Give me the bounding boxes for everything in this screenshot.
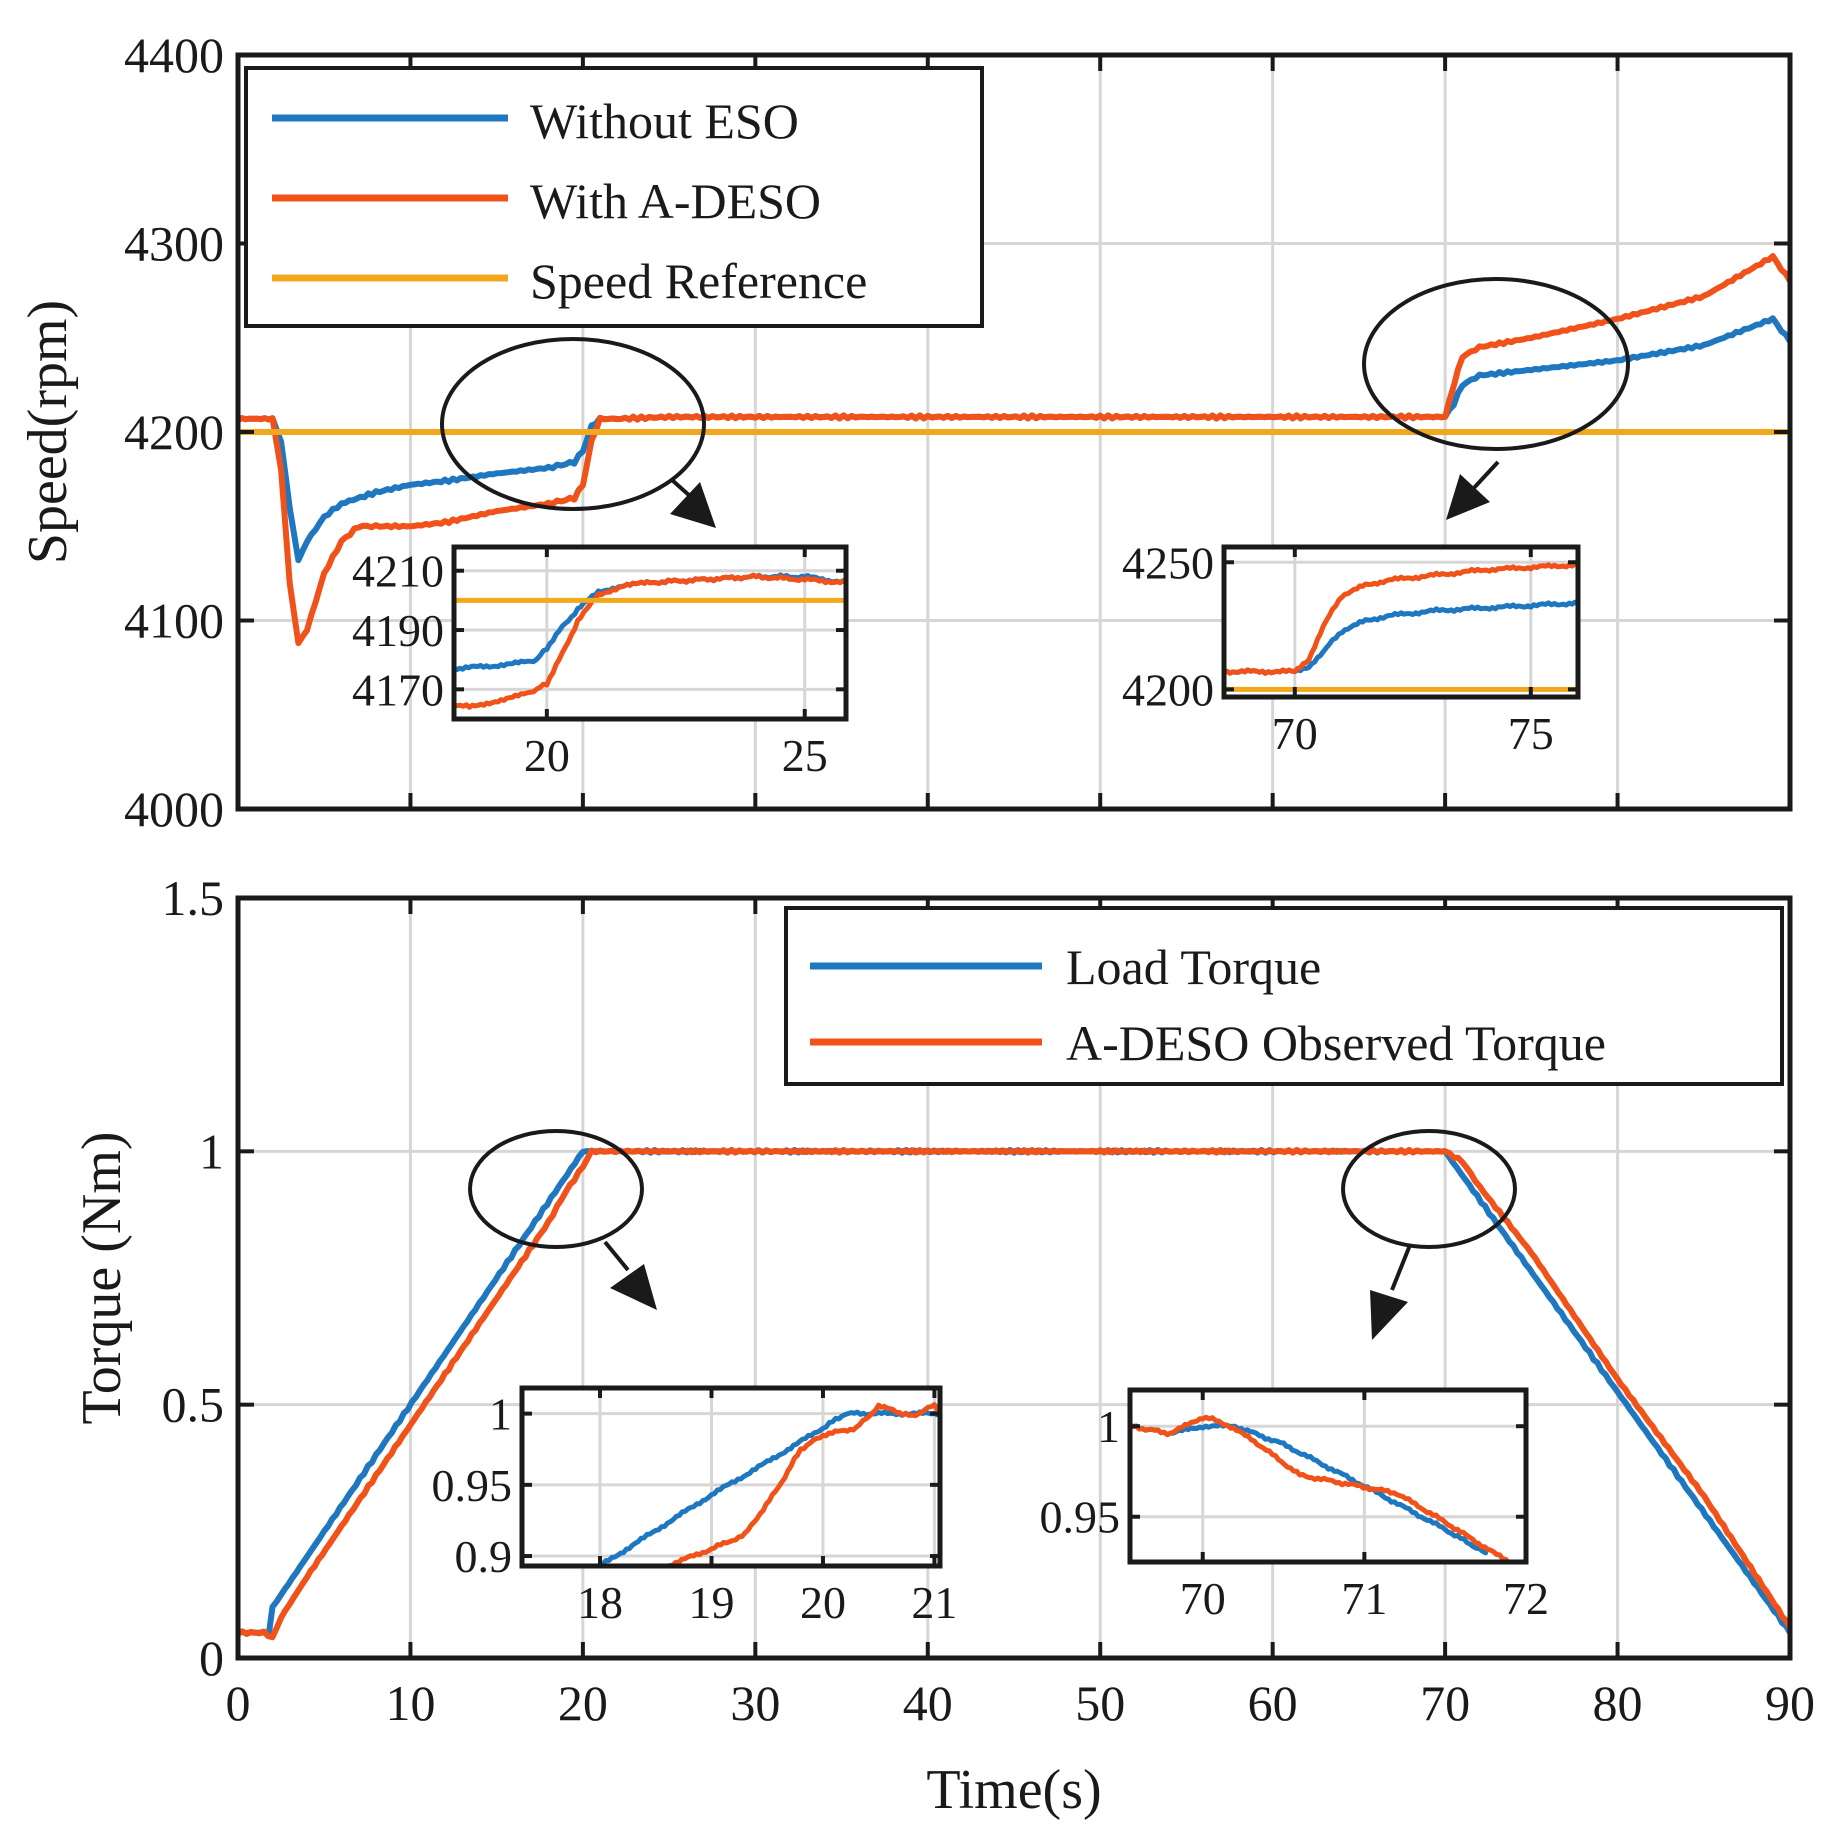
y-tick-label: 0.95 [432,1460,513,1511]
y-tick-label: 4300 [124,216,224,272]
zoom-ellipse-torque-20s [468,1129,644,1249]
torque-axes-frame [235,895,1793,1661]
x-tick-label: 20 [524,730,570,781]
x-tick-label: 25 [782,730,828,781]
x-tick-label: 50 [1075,1675,1125,1731]
y-tick-label: 1 [199,1123,224,1179]
y-tick-label: 4250 [1122,537,1214,588]
legend-label-with-adeso: With A-DESO [530,173,821,229]
zoom-ellipse-20s [440,337,706,511]
y-tick-label: 0.5 [162,1377,225,1433]
y-tick-label: 4400 [124,27,224,83]
zoom-arrow-70s [1446,460,1500,520]
legend-label-speed-reference: Speed Reference [530,253,867,309]
x-tick-label: 19 [688,1577,734,1628]
y-tick-label: 1 [1097,1401,1120,1452]
legend-label-observed-torque: A-DESO Observed Torque [1066,1015,1606,1071]
series-line-a-deso-observed-torque [238,1146,1790,1641]
y-tick-label: 0.95 [1040,1492,1121,1543]
zoom-arrow-torque-20s [603,1240,657,1310]
torque-y-axis-label: Torque (Nm) [71,1131,133,1424]
speed-y-axis-label: Speed(rpm) [17,300,79,564]
x-tick-label: 20 [800,1577,846,1628]
y-tick-label: 4170 [352,664,444,715]
x-tick-label: 80 [1593,1675,1643,1731]
zoom-arrow-20s [670,478,716,528]
torque-inset-20s: 18 19 20 21 0.9 0.95 1 [432,1385,957,1628]
y-tick-label: 4000 [124,781,224,837]
x-tick-label: 60 [1248,1675,1298,1731]
series-line-orange [1224,561,1578,676]
x-tick-label: 70 [1420,1675,1470,1731]
y-tick-label: 1 [489,1389,512,1440]
y-tick-label: 0.9 [455,1531,513,1582]
speed-series-group [238,253,1790,647]
speed-plot: 4000 4100 4200 4300 4400 Speed(rpm) Without … [17,27,1793,837]
legend-label-load-torque: Load Torque [1066,939,1321,995]
x-tick-label: 21 [911,1577,957,1628]
speed-inset-20s: 20 25 4170 4190 4210 [352,544,849,781]
y-tick-label: 1.5 [162,870,225,926]
torque-inset-70s: 70 71 72 0.95 1 [1040,1387,1549,1624]
x-tick-label: 10 [385,1675,435,1731]
x-tick-label: 75 [1508,708,1554,759]
series-line-with-a-deso [238,253,1790,647]
series-line-orange [1130,1414,1514,1562]
y-tick-label: 4100 [124,593,224,649]
speed-inset-70s: 70 75 4200 4250 [1122,537,1581,759]
torque-series-group [238,1146,1790,1641]
x-tick-label: 90 [1765,1675,1815,1731]
series-line-orange [664,1402,940,1566]
x-tick-label: 70 [1180,1573,1226,1624]
y-tick-label: 0 [199,1630,224,1686]
series-line-blue [597,1409,940,1566]
x-axis-label: Time(s) [926,1759,1101,1821]
speed-legend: Without ESO With A-DESO Speed Reference [244,66,984,328]
x-tick-label: 18 [577,1577,623,1628]
x-tick-label: 30 [730,1675,780,1731]
zoom-ellipse-70s [1362,277,1630,451]
x-tick-label: 20 [558,1675,608,1731]
x-tick-label: 40 [903,1675,953,1731]
x-tick-label: 72 [1503,1573,1549,1624]
speed-ticks: 4000 4100 4200 4300 4400 [124,27,1792,837]
x-tick-label: 70 [1272,708,1318,759]
zoom-ellipse-torque-70s [1341,1129,1517,1249]
zoom-arrow-torque-70s [1370,1244,1412,1340]
x-tick-label: 71 [1341,1573,1387,1624]
series-line-orange [454,572,846,710]
x-tick-label: 0 [226,1675,251,1731]
y-tick-label: 4200 [1122,664,1214,715]
series-line-blue [1130,1422,1489,1556]
y-tick-label: 4190 [352,605,444,656]
torque-ticks: 0 10 20 30 40 50 60 70 80 90 0 0.5 1 1.5 [162,870,1816,1731]
y-tick-label: 4210 [352,546,444,597]
legend-label-without-eso: Without ESO [530,93,799,149]
y-tick-label: 4200 [124,404,224,460]
torque-legend: Load Torque A-DESO Observed Torque [784,906,1784,1086]
